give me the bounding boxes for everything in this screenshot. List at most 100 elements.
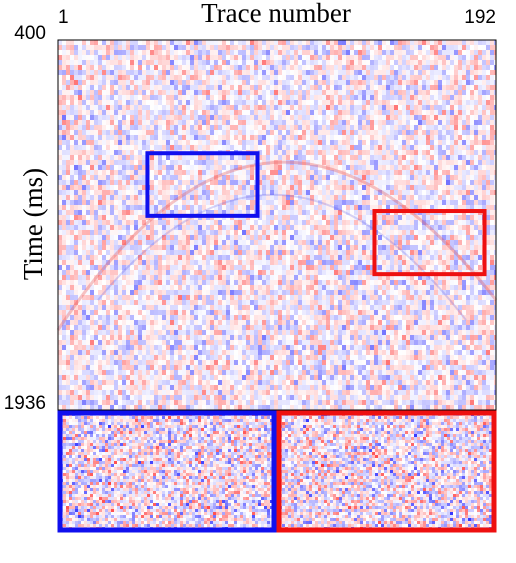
noise-cell [346, 110, 350, 115]
noise-cell [234, 40, 238, 45]
noise-cell [278, 135, 282, 140]
noise-cell [70, 160, 74, 165]
noise-cell [386, 105, 390, 110]
noise-cell [126, 90, 130, 95]
noise-cell [434, 200, 438, 205]
noise-cell [294, 255, 298, 260]
noise-cell [374, 175, 378, 180]
noise-cell [106, 125, 110, 130]
noise-cell [226, 135, 230, 140]
noise-cell [346, 90, 350, 95]
noise-cell [258, 180, 262, 185]
noise-cell [238, 85, 242, 90]
noise-cell [266, 220, 270, 225]
noise-cell [302, 200, 306, 205]
noise-cell [106, 190, 110, 195]
noise-cell [234, 245, 238, 250]
noise-cell [422, 115, 426, 120]
noise-cell [262, 185, 266, 190]
noise-cell [426, 165, 430, 170]
noise-cell [250, 195, 254, 200]
noise-cell [446, 65, 450, 70]
noise-cell [438, 170, 442, 175]
noise-cell [298, 55, 302, 60]
noise-cell [74, 110, 78, 115]
noise-cell [366, 55, 370, 60]
noise-cell [458, 95, 462, 100]
noise-cell [322, 90, 326, 95]
noise-cell [494, 245, 496, 250]
noise-cell [438, 55, 442, 60]
noise-cell [346, 140, 350, 145]
noise-cell [474, 125, 478, 130]
noise-cell [342, 220, 346, 225]
noise-cell [382, 60, 386, 65]
noise-cell [242, 100, 246, 105]
noise-cell [338, 110, 342, 115]
noise-cell [402, 180, 406, 185]
noise-cell [126, 205, 130, 210]
noise-cell [350, 155, 354, 160]
noise-cell [66, 140, 70, 145]
noise-cell [198, 210, 202, 215]
noise-cell [354, 170, 358, 175]
noise-cell [414, 75, 418, 80]
noise-cell [238, 260, 242, 265]
noise-cell [222, 225, 226, 230]
noise-cell [446, 260, 450, 265]
noise-cell [270, 200, 274, 205]
noise-cell [174, 240, 178, 245]
noise-cell [186, 105, 190, 110]
noise-cell [82, 150, 86, 155]
noise-cell [430, 100, 434, 105]
noise-cell [238, 65, 242, 70]
noise-cell [434, 40, 438, 45]
noise-cell [166, 240, 170, 245]
noise-cell [94, 220, 98, 225]
noise-cell [198, 195, 202, 200]
noise-cell [470, 95, 474, 100]
noise-cell [98, 125, 102, 130]
noise-cell [126, 260, 130, 265]
noise-cell [86, 235, 90, 240]
noise-cell [330, 45, 334, 50]
noise-cell [102, 140, 106, 145]
noise-cell [190, 45, 194, 50]
noise-cell [90, 80, 94, 85]
noise-cell [410, 40, 414, 45]
noise-cell [406, 110, 410, 115]
noise-cell [90, 245, 94, 250]
noise-cell [402, 235, 406, 240]
noise-cell [286, 75, 290, 80]
noise-cell [310, 65, 314, 70]
noise-cell [238, 225, 242, 230]
noise-cell [138, 95, 142, 100]
noise-cell [82, 195, 86, 200]
noise-cell [466, 255, 470, 260]
noise-cell [138, 180, 142, 185]
noise-cell [378, 95, 382, 100]
noise-cell [202, 205, 206, 210]
noise-cell [282, 185, 286, 190]
noise-cell [390, 250, 394, 255]
noise-cell [182, 165, 186, 170]
noise-cell [294, 205, 298, 210]
noise-cell [362, 260, 366, 265]
noise-cell [94, 265, 98, 270]
noise-cell [322, 70, 326, 75]
noise-cell [194, 120, 198, 125]
noise-cell [354, 85, 358, 90]
noise-cell [362, 175, 366, 180]
noise-cell [230, 260, 234, 265]
noise-cell [398, 260, 402, 265]
noise-cell [166, 255, 170, 260]
noise-cell [250, 245, 254, 250]
noise-cell [486, 235, 490, 240]
noise-cell [106, 100, 110, 105]
noise-cell [246, 180, 250, 185]
noise-cell [482, 40, 486, 45]
noise-cell [206, 80, 210, 85]
noise-cell [422, 80, 426, 85]
noise-cell [238, 210, 242, 215]
noise-cell [122, 265, 126, 270]
